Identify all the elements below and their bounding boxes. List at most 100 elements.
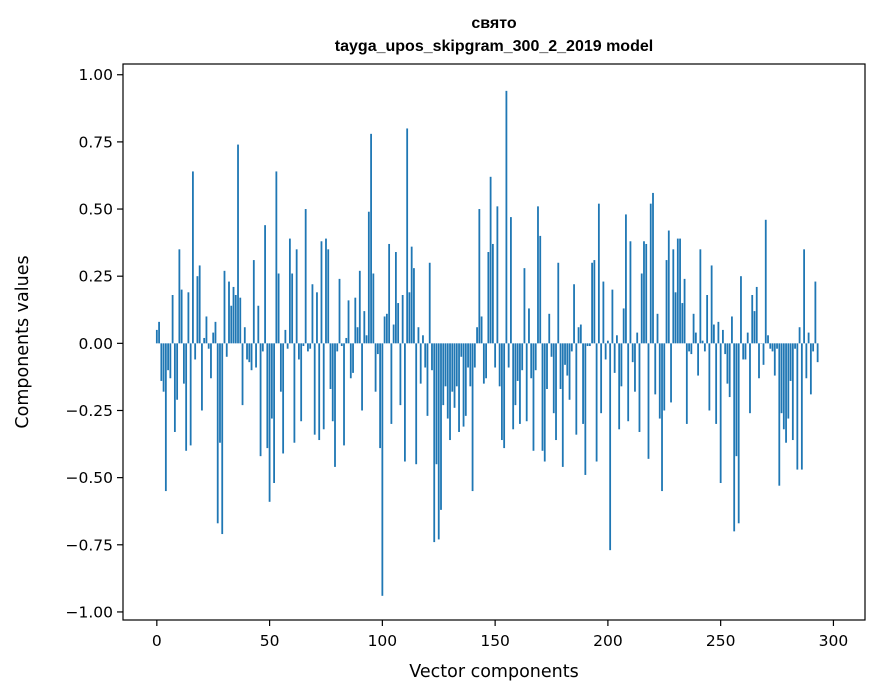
bar bbox=[638, 343, 641, 432]
bar bbox=[367, 211, 370, 344]
bar bbox=[688, 343, 690, 352]
bar bbox=[370, 133, 372, 344]
bar bbox=[383, 316, 386, 344]
bar bbox=[566, 343, 569, 376]
bar bbox=[207, 343, 210, 349]
bar bbox=[246, 343, 248, 360]
bar bbox=[241, 343, 244, 406]
bar bbox=[582, 343, 584, 424]
bar bbox=[329, 343, 332, 389]
bar bbox=[374, 343, 377, 392]
bar bbox=[361, 343, 363, 411]
bar bbox=[277, 273, 280, 344]
bar bbox=[627, 343, 630, 422]
bar bbox=[541, 343, 544, 451]
x-tick-label: 250 bbox=[706, 632, 736, 650]
bar bbox=[807, 332, 810, 344]
bar bbox=[431, 343, 433, 371]
bar bbox=[331, 343, 334, 422]
bar bbox=[771, 343, 774, 352]
bar bbox=[363, 311, 366, 344]
bar bbox=[437, 343, 440, 540]
x-tick-label: 300 bbox=[819, 632, 849, 650]
bar bbox=[304, 209, 307, 344]
bar bbox=[404, 343, 406, 462]
bar bbox=[440, 343, 442, 510]
bar bbox=[453, 343, 456, 408]
bar bbox=[264, 225, 266, 344]
bar bbox=[496, 206, 499, 344]
bar bbox=[683, 278, 686, 344]
bar bbox=[293, 343, 296, 443]
y-tick-label: −0.25 bbox=[66, 402, 114, 420]
bar bbox=[658, 343, 661, 419]
bar bbox=[751, 295, 754, 344]
bar bbox=[649, 203, 652, 344]
bar bbox=[336, 343, 339, 352]
bar bbox=[602, 281, 605, 344]
bar bbox=[205, 316, 208, 344]
bar bbox=[180, 289, 183, 344]
bar bbox=[543, 343, 546, 462]
y-tick-label: −1.00 bbox=[66, 603, 114, 621]
bar bbox=[634, 343, 636, 392]
bar bbox=[593, 260, 596, 344]
bar bbox=[250, 343, 253, 371]
bar bbox=[785, 343, 787, 443]
bar bbox=[595, 343, 598, 462]
x-axis-ticks: 0 50 100 150 200 250 300 bbox=[152, 620, 848, 650]
bar bbox=[500, 343, 503, 441]
bar bbox=[789, 343, 792, 381]
bar bbox=[557, 262, 560, 344]
bar bbox=[464, 343, 467, 416]
bar bbox=[234, 295, 237, 344]
bar bbox=[394, 252, 397, 344]
bar bbox=[597, 203, 600, 344]
x-tick-label: 200 bbox=[593, 632, 623, 650]
bar bbox=[742, 343, 745, 360]
bar bbox=[302, 343, 305, 347]
bar bbox=[322, 343, 325, 430]
bar bbox=[338, 278, 341, 344]
bar bbox=[356, 327, 359, 344]
bar bbox=[575, 343, 578, 435]
bar bbox=[410, 246, 413, 344]
bar bbox=[773, 343, 776, 376]
bar bbox=[401, 295, 404, 344]
bar bbox=[503, 343, 506, 449]
bar bbox=[703, 343, 706, 352]
bar bbox=[286, 343, 289, 349]
bar bbox=[672, 249, 675, 344]
bar bbox=[728, 343, 731, 398]
bar bbox=[701, 340, 704, 344]
bar bbox=[424, 343, 427, 368]
bar bbox=[419, 343, 422, 384]
bar bbox=[805, 343, 808, 379]
bar bbox=[435, 343, 438, 465]
bar bbox=[223, 270, 226, 344]
bar bbox=[631, 343, 634, 363]
bar bbox=[516, 343, 519, 381]
bar bbox=[203, 337, 206, 344]
bar bbox=[746, 332, 749, 344]
bar bbox=[379, 343, 381, 449]
bar bbox=[674, 292, 677, 344]
bar bbox=[198, 265, 201, 344]
x-tick-label: 150 bbox=[480, 632, 510, 650]
x-axis-label: Vector components bbox=[409, 662, 578, 682]
bar bbox=[814, 281, 817, 344]
bar bbox=[406, 128, 409, 344]
bar bbox=[480, 316, 483, 344]
bar bbox=[507, 343, 510, 368]
bar bbox=[196, 276, 199, 344]
bar bbox=[189, 343, 192, 446]
bars-group bbox=[155, 90, 819, 596]
bar bbox=[625, 214, 627, 344]
bar bbox=[550, 343, 553, 357]
bar bbox=[376, 343, 379, 355]
bar bbox=[514, 343, 517, 406]
bar bbox=[568, 343, 571, 400]
bar bbox=[643, 241, 645, 344]
bar bbox=[616, 335, 618, 344]
y-axis-ticks: −1.00 −0.75 −0.50 −0.25 0.00 0.25 0.50 0.75 1.00 bbox=[66, 66, 123, 621]
